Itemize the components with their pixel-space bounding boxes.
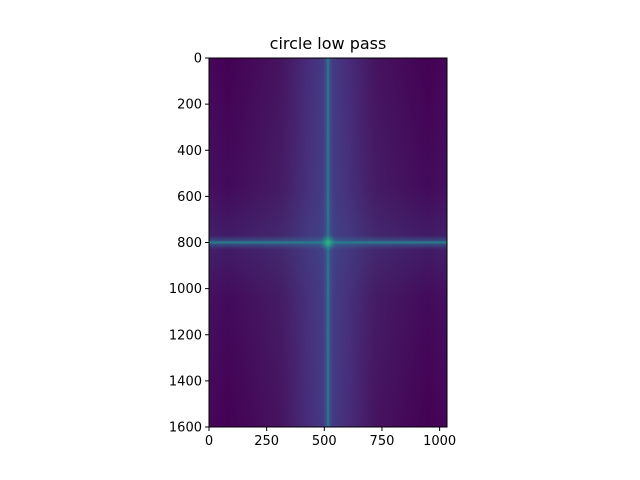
- x-tick-label: 0: [205, 434, 213, 449]
- y-tick-label: 800: [177, 236, 202, 251]
- y-axis: 0 200 400 600 800 1000 1200 1400 1600: [169, 52, 209, 436]
- y-tick-label: 600: [177, 190, 202, 205]
- x-tick-label: 250: [254, 434, 279, 449]
- x-tick-label: 1000: [423, 434, 456, 449]
- heatmap-image: [209, 58, 447, 427]
- x-tick-label: 500: [312, 434, 337, 449]
- heatmap-peak: [319, 233, 337, 252]
- y-tick-label: 1600: [169, 421, 202, 436]
- x-axis: 0 250 500 750 1000: [205, 427, 456, 449]
- y-tick-label: 400: [177, 144, 202, 159]
- chart-title: circle low pass: [270, 34, 387, 53]
- y-tick-label: 1000: [169, 282, 202, 297]
- y-tick-label: 200: [177, 98, 202, 113]
- y-tick-label: 1200: [169, 328, 202, 343]
- y-tick-label: 1400: [169, 374, 202, 389]
- x-tick-label: 750: [370, 434, 395, 449]
- y-tick-label: 0: [194, 52, 202, 67]
